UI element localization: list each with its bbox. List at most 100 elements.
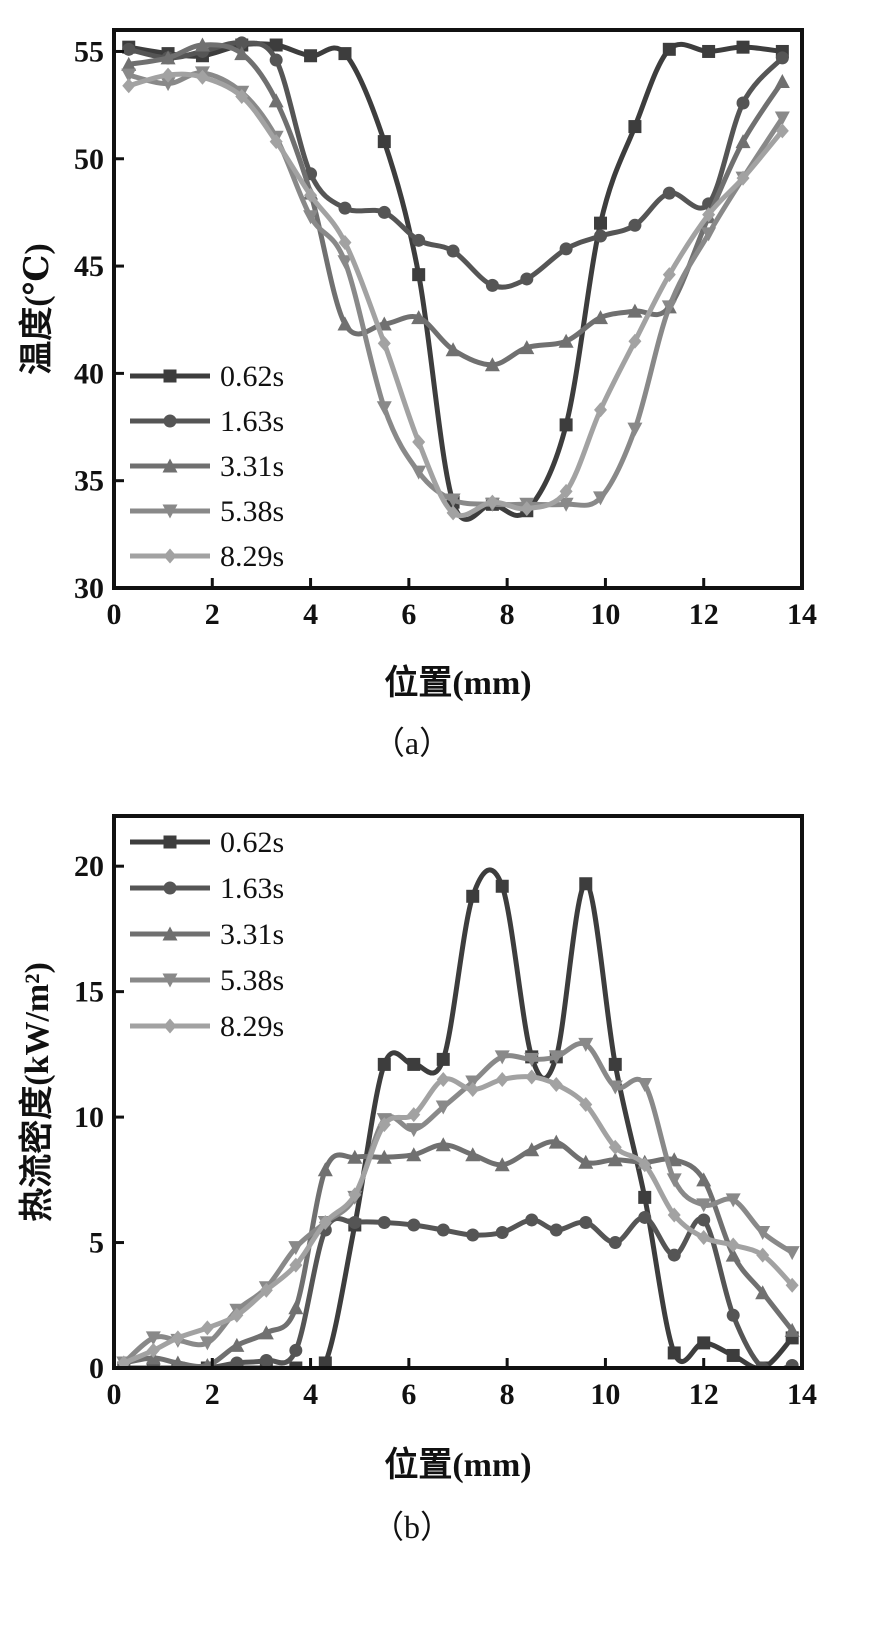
data-point xyxy=(696,1172,712,1187)
series-8.29s xyxy=(117,1069,799,1368)
series-8.29s xyxy=(122,67,789,521)
data-point xyxy=(303,210,319,225)
y-axis-label-b: 热流密度(kW/m²) xyxy=(17,962,56,1222)
data-point xyxy=(579,877,593,891)
data-point xyxy=(667,1248,681,1262)
legend-label: 8.29s xyxy=(220,1010,284,1043)
data-point xyxy=(666,1173,682,1188)
data-point xyxy=(446,244,460,258)
data-point xyxy=(348,1187,362,1203)
series-line xyxy=(121,867,795,1368)
plot-frame xyxy=(112,814,804,1370)
data-point xyxy=(667,1346,681,1360)
data-point xyxy=(558,333,574,348)
x-tick-label: 2 xyxy=(205,598,220,631)
data-point xyxy=(702,207,716,223)
data-point xyxy=(495,1071,509,1087)
data-point xyxy=(667,1207,681,1223)
data-point xyxy=(376,401,392,416)
data-point xyxy=(594,402,608,418)
data-point xyxy=(579,1097,593,1113)
data-point xyxy=(726,1308,740,1322)
data-point xyxy=(578,1037,594,1052)
data-point xyxy=(736,96,750,110)
panel-label-b: （b） xyxy=(372,1509,452,1545)
chart-panel-a: 温度(℃) 位置(mm) （a） 0 2 4 6 8 10 12 14 30 35 40 45 50 55… xyxy=(18,28,817,761)
data-point xyxy=(627,303,643,318)
data-point xyxy=(725,1193,741,1208)
y-tick-label: 20 xyxy=(74,850,104,883)
data-point xyxy=(627,422,643,437)
x-axis-label-b: 位置(mm) xyxy=(384,1446,531,1484)
data-point xyxy=(171,1330,185,1346)
x-tick-label: 8 xyxy=(500,1378,515,1411)
series-1.63s xyxy=(122,36,789,292)
x-tick-label: 10 xyxy=(590,1378,620,1411)
series-line xyxy=(126,70,785,508)
data-point xyxy=(608,1139,622,1155)
series-line xyxy=(121,1074,795,1366)
data-point xyxy=(548,1050,564,1065)
data-point xyxy=(519,340,535,355)
legend-marker xyxy=(163,1018,177,1034)
legend-label: 3.31s xyxy=(220,450,284,483)
series-line xyxy=(121,1040,795,1366)
data-point xyxy=(407,1057,421,1071)
data-point xyxy=(525,1213,539,1227)
data-point xyxy=(230,1307,244,1323)
data-point xyxy=(559,483,573,499)
data-point xyxy=(338,201,352,215)
data-point xyxy=(485,278,499,292)
data-point xyxy=(145,1331,161,1346)
data-point xyxy=(756,1247,770,1263)
y-tick-label: 40 xyxy=(74,357,104,390)
data-point xyxy=(638,1157,652,1173)
data-point xyxy=(318,1214,332,1230)
data-point xyxy=(348,1215,362,1229)
data-point xyxy=(304,49,318,63)
data-point xyxy=(377,135,391,149)
data-point xyxy=(662,42,676,56)
y-tick-label: 5 xyxy=(89,1227,104,1260)
data-point xyxy=(662,267,676,283)
data-point xyxy=(160,50,176,65)
x-tick-label: 2 xyxy=(205,1378,220,1411)
data-point xyxy=(121,68,137,83)
data-point xyxy=(520,501,534,517)
data-point xyxy=(406,1147,422,1162)
legend-marker xyxy=(162,504,178,519)
series-line xyxy=(121,1139,795,1368)
data-point xyxy=(638,1190,652,1204)
data-point xyxy=(411,310,427,325)
data-point xyxy=(304,187,318,203)
data-point xyxy=(268,93,284,108)
plot-area xyxy=(121,36,790,522)
data-point xyxy=(377,335,391,351)
data-point xyxy=(607,1152,623,1167)
y-tick-label: 55 xyxy=(74,35,104,68)
data-point xyxy=(775,123,789,139)
data-point xyxy=(445,493,461,508)
data-point xyxy=(435,1100,451,1115)
data-point xyxy=(269,53,283,67)
data-point xyxy=(377,1117,391,1133)
legend-item: 1.63s xyxy=(130,405,284,438)
data-point xyxy=(259,1353,273,1367)
series-5.38s xyxy=(116,1037,800,1368)
data-point xyxy=(317,1162,333,1177)
data-point xyxy=(338,47,352,61)
data-point xyxy=(412,434,426,450)
legend-item: 0.62s xyxy=(130,826,284,859)
data-point xyxy=(628,333,642,349)
data-point xyxy=(697,1230,711,1246)
legend-label: 8.29s xyxy=(220,540,284,573)
y-tick-label: 10 xyxy=(74,1101,104,1134)
data-point xyxy=(701,227,717,242)
data-point xyxy=(446,505,460,521)
x-tick-label: 14 xyxy=(787,598,817,631)
data-point xyxy=(785,1277,799,1293)
legend-item: 8.29s xyxy=(130,540,284,573)
data-point xyxy=(234,46,250,61)
data-point xyxy=(494,1050,510,1065)
